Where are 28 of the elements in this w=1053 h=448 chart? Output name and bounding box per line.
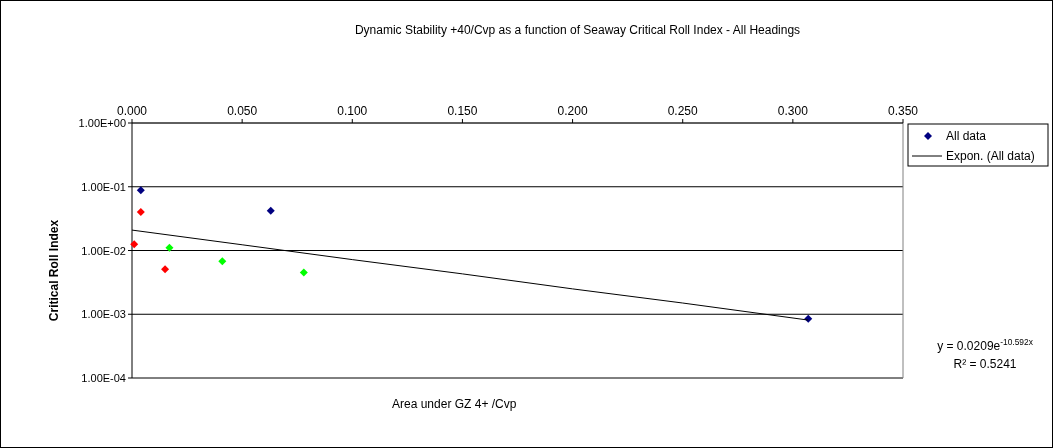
x-tick-label: 0.100 [337,104,368,118]
point [266,206,275,215]
y-tick-label: 1.00E+00 [78,117,126,129]
x-axis-title: Area under GZ 4+ /Cvp [392,397,517,411]
y-tick-label: 1.00E-01 [81,180,126,193]
x-tick-label: 0.150 [447,104,478,118]
y-tick-label: 1.00E-04 [81,372,126,384]
chart-title: Dynamic Stability +40/Cvp as a function of Seaway Critical Roll Index - All Headings [354,23,801,37]
x-tick-label: 0.350 [887,104,919,118]
x-tick-label: 0.000 [116,104,148,118]
x-tick-label: 0.200 [557,104,588,118]
point [130,240,139,249]
point [136,208,145,217]
point [161,265,170,274]
y-tick-label: 1.00E-02 [81,244,126,257]
legend-label: Expon. (All data) [946,149,1035,163]
point [218,257,227,266]
legend-label: All data [946,129,987,143]
x-tick-label: 0.050 [227,104,258,118]
text: y = 0.0209e$^{-10.592x}$ [937,337,1034,353]
point [165,243,174,252]
point [299,268,308,277]
y-axis-title: Critical Roll Index [47,219,61,322]
x-tick-label: 0.300 [777,104,809,118]
y-tick-label: 1.00E-03 [81,308,126,321]
x-tick-label: 0.250 [667,104,699,118]
point [136,186,145,195]
text: R² = 0.5241 [953,357,1017,371]
